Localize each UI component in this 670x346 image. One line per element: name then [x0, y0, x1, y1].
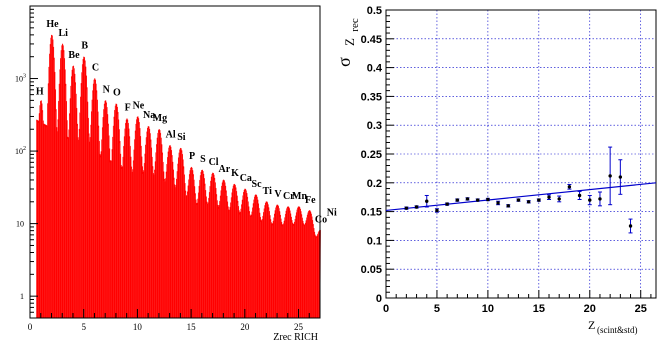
data-point [486, 197, 490, 202]
element-label: F [125, 103, 131, 114]
y-tick-label: 0.25 [361, 149, 382, 161]
x-tick-label: 15 [187, 322, 197, 332]
data-point [496, 201, 500, 205]
x-tick-label: 5 [434, 303, 440, 315]
element-label: Sc [252, 179, 263, 190]
y-axis-label: σ Zrec [334, 18, 361, 67]
y-tick-label: 0.4 [367, 63, 383, 75]
element-label: Fe [305, 195, 316, 206]
element-label: Ca [240, 173, 252, 184]
y-tick-label: 0.2 [367, 178, 382, 190]
y-tick-label: 0.45 [361, 34, 382, 46]
y-tick-label-base: 10 [15, 75, 23, 84]
y-tick-label-exponent: 3 [23, 74, 26, 80]
element-label: P [189, 151, 195, 162]
x-axis-label-sub: (scint&std) [597, 325, 638, 335]
y-tick-label: 102 [15, 146, 26, 156]
y-tick-label: 0.35 [361, 91, 382, 103]
element-label: Si [177, 132, 186, 143]
histogram-area [36, 34, 321, 319]
element-label: V [274, 189, 282, 200]
data-point [475, 198, 480, 202]
x-tick-label: 15 [533, 303, 545, 315]
data-point [577, 193, 582, 198]
y-axis-label-sigma: σ [334, 57, 354, 67]
element-label: Na [143, 110, 155, 121]
element-label: C [92, 63, 99, 74]
x-axis-label-z: Z [588, 318, 595, 332]
y-tick-label: 1 [20, 292, 24, 301]
data-point [598, 197, 602, 201]
element-label: Cl [209, 157, 219, 168]
y-tick-label-exponent: 2 [23, 146, 26, 152]
y-axis-label-z: Z [342, 38, 357, 46]
y-tick-label: 0.1 [367, 235, 382, 247]
data-point [435, 208, 439, 213]
data-point [465, 197, 470, 201]
data-point [557, 197, 561, 201]
y-axis-label-rec: rec [349, 18, 361, 32]
x-tick-label: 25 [635, 303, 647, 315]
x-tick-label: 0 [28, 322, 33, 332]
element-label: He [46, 19, 59, 30]
data-point [526, 200, 531, 204]
data-point [506, 204, 510, 208]
data-point [404, 206, 409, 210]
data-point [608, 174, 612, 178]
element-label: S [200, 154, 206, 165]
element-label: O [113, 88, 121, 99]
x-axis-label: Z (scint&std) [588, 318, 638, 335]
x-axis-label: Zrec RICH [273, 332, 318, 341]
y-tick-label: 0.5 [367, 5, 382, 17]
x-tick-label: 10 [482, 303, 494, 315]
data-point [414, 205, 419, 209]
element-label: Ar [218, 164, 230, 175]
data-point [567, 185, 572, 189]
y-tick-label: 0.15 [361, 207, 382, 219]
x-tick-label: 20 [240, 322, 250, 332]
element-label: H [36, 86, 44, 97]
data-point [547, 195, 551, 199]
element-label: Mg [153, 113, 167, 124]
data-point [628, 224, 633, 228]
element-label: Ti [263, 186, 272, 197]
right-plot-frame [385, 9, 657, 299]
data-point [445, 202, 449, 206]
y-tick-label: 0 [376, 293, 382, 305]
element-label: Be [68, 50, 80, 61]
x-tick-label: 5 [81, 322, 86, 332]
element-label: Cr [283, 191, 295, 202]
x-tick-label: 25 [294, 322, 304, 332]
data-point [618, 175, 623, 179]
data-point [537, 198, 541, 202]
resolution-plot: 0 5 10 15 20 25 0 0.05 0.1 0.15 0.2 0.25 0.3 0.35 0.4 0… [334, 5, 657, 335]
fit-line [385, 182, 657, 212]
data-point [588, 198, 592, 202]
data-point [516, 198, 521, 202]
x-tick-label: 20 [584, 303, 596, 315]
element-label: Co [315, 215, 327, 226]
x-tick-label: 0 [383, 303, 389, 315]
y-tick-label: 103 [15, 74, 26, 84]
element-label: Ne [133, 100, 145, 111]
data-point [425, 199, 429, 203]
element-label: N [103, 84, 111, 95]
element-label: Li [58, 28, 68, 39]
element-label: Ni [327, 208, 337, 219]
element-label: B [81, 41, 88, 52]
element-label: Mn [292, 191, 307, 202]
element-label: Al [166, 129, 176, 140]
element-label: K [231, 168, 239, 179]
y-tick-label: 10 [16, 220, 24, 229]
y-tick-label: 0.3 [367, 120, 382, 132]
data-point [455, 198, 460, 202]
x-tick-label: 10 [133, 322, 143, 332]
y-tick-label: 0.05 [361, 264, 382, 276]
y-tick-label-base: 10 [15, 147, 23, 156]
